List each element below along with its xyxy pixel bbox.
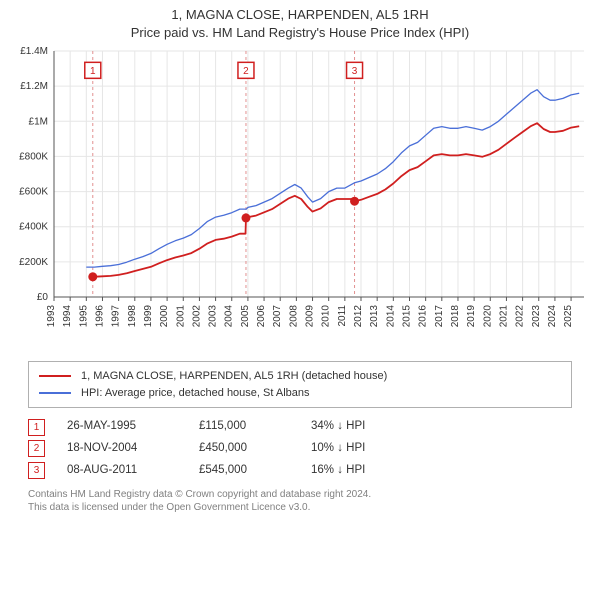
sale-diff: 16% ↓ HPI [311, 460, 421, 482]
sale-row: 2 18-NOV-2004 £450,000 10% ↓ HPI [28, 438, 572, 460]
svg-text:2008: 2008 [288, 305, 299, 328]
chart-titles: 1, MAGNA CLOSE, HARPENDEN, AL5 1RH Price… [0, 0, 600, 43]
svg-text:1997: 1997 [111, 305, 122, 328]
title-subtitle: Price paid vs. HM Land Registry's House … [4, 24, 596, 42]
sale-marker-box: 1 [28, 419, 45, 436]
svg-text:2: 2 [243, 66, 249, 77]
svg-text:2014: 2014 [385, 305, 396, 328]
sale-price: £115,000 [199, 416, 289, 438]
footer-line: This data is licensed under the Open Gov… [28, 501, 572, 515]
sale-marker-box: 2 [28, 440, 45, 457]
svg-text:£200K: £200K [19, 257, 48, 268]
svg-text:2019: 2019 [466, 305, 477, 328]
svg-text:1995: 1995 [78, 305, 89, 328]
svg-text:£600K: £600K [19, 187, 48, 198]
svg-text:£0: £0 [37, 292, 49, 303]
legend: 1, MAGNA CLOSE, HARPENDEN, AL5 1RH (deta… [28, 361, 572, 408]
svg-text:£1.2M: £1.2M [20, 81, 48, 92]
svg-text:1999: 1999 [143, 305, 154, 328]
svg-text:2011: 2011 [337, 305, 348, 327]
svg-text:2022: 2022 [515, 305, 526, 328]
svg-text:2000: 2000 [159, 305, 170, 328]
svg-text:1996: 1996 [94, 305, 105, 328]
sale-diff: 10% ↓ HPI [311, 438, 421, 460]
legend-item: HPI: Average price, detached house, St A… [39, 385, 561, 402]
line-chart-svg: £0 £200K £400K £600K £800K £1M £1.2M £1.4M 1993 1… [0, 43, 600, 353]
legend-swatch [39, 375, 71, 377]
title-address: 1, MAGNA CLOSE, HARPENDEN, AL5 1RH [4, 6, 596, 24]
svg-text:2009: 2009 [305, 305, 316, 328]
sale-date: 08-AUG-2011 [67, 460, 177, 482]
svg-text:2013: 2013 [369, 305, 380, 328]
svg-text:2004: 2004 [224, 305, 235, 328]
sale-date: 18-NOV-2004 [67, 438, 177, 460]
figure-container: 1, MAGNA CLOSE, HARPENDEN, AL5 1RH Price… [0, 0, 600, 515]
sale-date: 26-MAY-1995 [67, 416, 177, 438]
legend-label: HPI: Average price, detached house, St A… [81, 385, 310, 402]
svg-text:2003: 2003 [208, 305, 219, 328]
sale-row: 3 08-AUG-2011 £545,000 16% ↓ HPI [28, 460, 572, 482]
footer-attribution: Contains HM Land Registry data © Crown c… [28, 488, 572, 515]
svg-text:1993: 1993 [46, 305, 57, 328]
svg-text:2012: 2012 [353, 305, 364, 328]
svg-text:1994: 1994 [62, 305, 73, 328]
svg-text:2020: 2020 [482, 305, 493, 328]
sale-price: £450,000 [199, 438, 289, 460]
sale-row: 1 26-MAY-1995 £115,000 34% ↓ HPI [28, 416, 572, 438]
svg-text:£1.4M: £1.4M [20, 46, 48, 57]
legend-swatch [39, 392, 71, 394]
svg-text:£400K: £400K [19, 222, 48, 233]
svg-text:1: 1 [90, 66, 96, 77]
svg-text:2017: 2017 [434, 305, 445, 328]
legend-item: 1, MAGNA CLOSE, HARPENDEN, AL5 1RH (deta… [39, 368, 561, 385]
svg-text:£1M: £1M [29, 116, 48, 127]
svg-text:2023: 2023 [531, 305, 542, 328]
svg-text:2024: 2024 [547, 305, 558, 328]
svg-text:2018: 2018 [450, 305, 461, 328]
svg-text:2025: 2025 [563, 305, 574, 328]
svg-text:2002: 2002 [191, 305, 202, 328]
svg-text:2016: 2016 [418, 305, 429, 328]
svg-text:2021: 2021 [498, 305, 509, 328]
svg-text:3: 3 [352, 66, 358, 77]
chart-area: £0 £200K £400K £600K £800K £1M £1.2M £1.4M 1993 1… [0, 43, 600, 353]
footer-line: Contains HM Land Registry data © Crown c… [28, 488, 572, 502]
svg-text:2010: 2010 [321, 305, 332, 328]
sale-price: £545,000 [199, 460, 289, 482]
svg-text:2005: 2005 [240, 305, 251, 328]
svg-text:2001: 2001 [175, 305, 186, 328]
svg-text:2015: 2015 [401, 305, 412, 328]
legend-label: 1, MAGNA CLOSE, HARPENDEN, AL5 1RH (deta… [81, 368, 387, 385]
svg-text:2007: 2007 [272, 305, 283, 328]
svg-text:1998: 1998 [127, 305, 138, 328]
sale-marker-box: 3 [28, 462, 45, 479]
sales-table: 1 26-MAY-1995 £115,000 34% ↓ HPI 2 18-NO… [28, 416, 572, 482]
svg-text:2006: 2006 [256, 305, 267, 328]
sale-diff: 34% ↓ HPI [311, 416, 421, 438]
svg-text:£800K: £800K [19, 152, 48, 163]
